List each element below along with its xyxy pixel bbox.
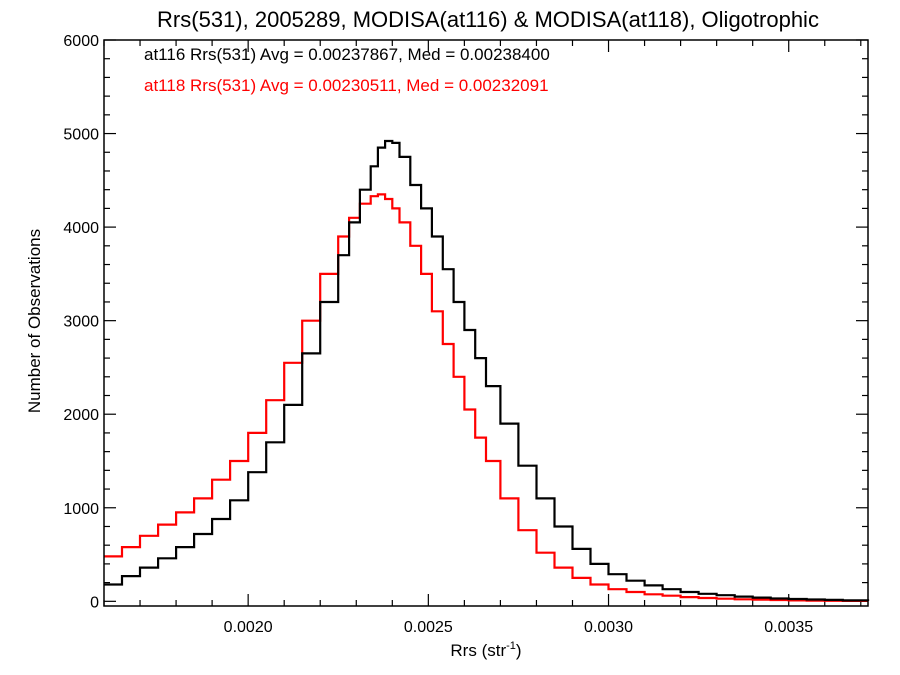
y-axis-label: Number of Observations: [25, 229, 44, 413]
y-tick-label: 1000: [63, 501, 99, 518]
x-axis-label-superscript: -1: [506, 640, 516, 652]
y-axis-ticks: 0 1000 2000 3000 4000 5000 6000: [63, 33, 868, 611]
x-tick-label: 0.0035: [764, 619, 813, 636]
series-at118-line: [104, 193, 870, 602]
chart-title: Rrs(531), 2005289, MODISA(at116) & MODIS…: [157, 7, 819, 32]
x-axis-ticks: 0.0020 0.0025 0.0030 0.0035: [103, 40, 862, 636]
y-tick-label: 2000: [63, 407, 99, 424]
y-tick-label: 4000: [63, 220, 99, 237]
x-axis-label-end: ): [516, 641, 522, 660]
x-axis-label-main: Rrs (str: [450, 641, 506, 660]
series-layer: [104, 139, 870, 602]
x-tick-label: 0.0030: [584, 619, 633, 636]
series-at116-line: [104, 139, 870, 602]
legend-entry-at116: at116 Rrs(531) Avg = 0.00237867, Med = 0…: [144, 45, 550, 64]
y-tick-label: 6000: [63, 33, 99, 50]
y-tick-label: 3000: [63, 314, 99, 331]
plot-frame: [103, 39, 869, 607]
legend-entry-at118: at118 Rrs(531) Avg = 0.00230511, Med = 0…: [144, 76, 549, 95]
x-axis-label: Rrs (str-1): [450, 640, 521, 660]
x-tick-label: 0.0025: [404, 619, 453, 636]
y-tick-label: 5000: [63, 127, 99, 144]
x-tick-label: 0.0020: [224, 619, 273, 636]
y-tick-label: 0: [90, 594, 99, 611]
